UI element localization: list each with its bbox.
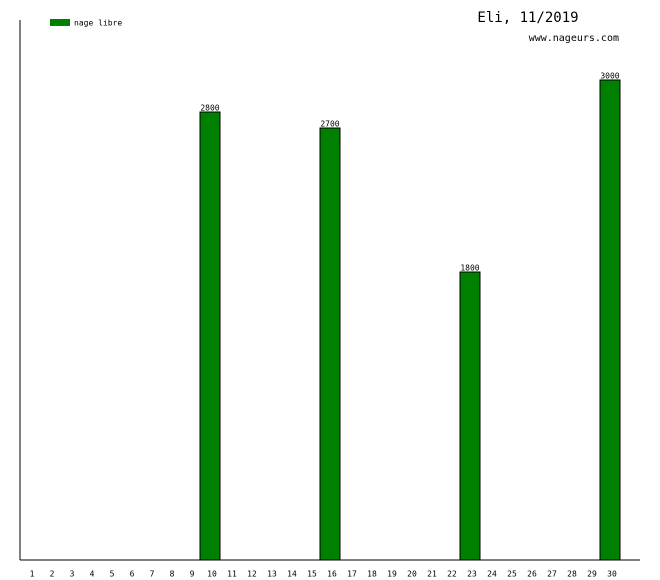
x-tick-label: 5 (110, 570, 115, 579)
x-tick-label: 9 (190, 570, 195, 579)
bar (319, 127, 341, 561)
x-tick-label: 19 (387, 570, 397, 579)
x-tick-label: 1 (30, 570, 35, 579)
x-tick-label: 26 (527, 570, 537, 579)
x-tick-label: 15 (307, 570, 317, 579)
value-label: 2800 (200, 104, 219, 113)
x-tick-label: 10 (207, 570, 217, 579)
x-tick-label: 12 (247, 570, 257, 579)
x-tick-label: 14 (287, 570, 297, 579)
bar (199, 111, 221, 561)
x-tick-label: 24 (487, 570, 497, 579)
x-tick-label: 28 (567, 570, 577, 579)
x-tick-label: 21 (427, 570, 437, 579)
x-tick-label: 2 (50, 570, 55, 579)
x-tick-label: 20 (407, 570, 417, 579)
bar (459, 271, 481, 561)
x-tick-label: 23 (467, 570, 477, 579)
x-tick-label: 29 (587, 570, 597, 579)
x-tick-label: 22 (447, 570, 457, 579)
chart-title: Eli, 11/2019 (477, 10, 578, 26)
x-tick-label: 3 (70, 570, 75, 579)
x-tick-label: 6 (130, 570, 135, 579)
x-tick-label: 8 (170, 570, 175, 579)
x-tick-label: 13 (267, 570, 277, 579)
value-label: 2700 (320, 120, 339, 129)
bar (599, 79, 621, 561)
x-tick-label: 11 (227, 570, 237, 579)
x-tick-label: 4 (90, 570, 95, 579)
legend-swatch (50, 19, 70, 26)
chart-subtitle: www.nageurs.com (529, 33, 619, 44)
legend-label: nage libre (74, 19, 122, 28)
x-tick-label: 27 (547, 570, 557, 579)
x-tick-label: 30 (607, 570, 617, 579)
x-tick-label: 16 (327, 570, 337, 579)
x-tick-label: 7 (150, 570, 155, 579)
value-label: 1800 (460, 264, 479, 273)
value-label: 3000 (600, 72, 619, 81)
x-tick-label: 25 (507, 570, 517, 579)
x-tick-label: 18 (367, 570, 377, 579)
x-tick-label: 17 (347, 570, 357, 579)
